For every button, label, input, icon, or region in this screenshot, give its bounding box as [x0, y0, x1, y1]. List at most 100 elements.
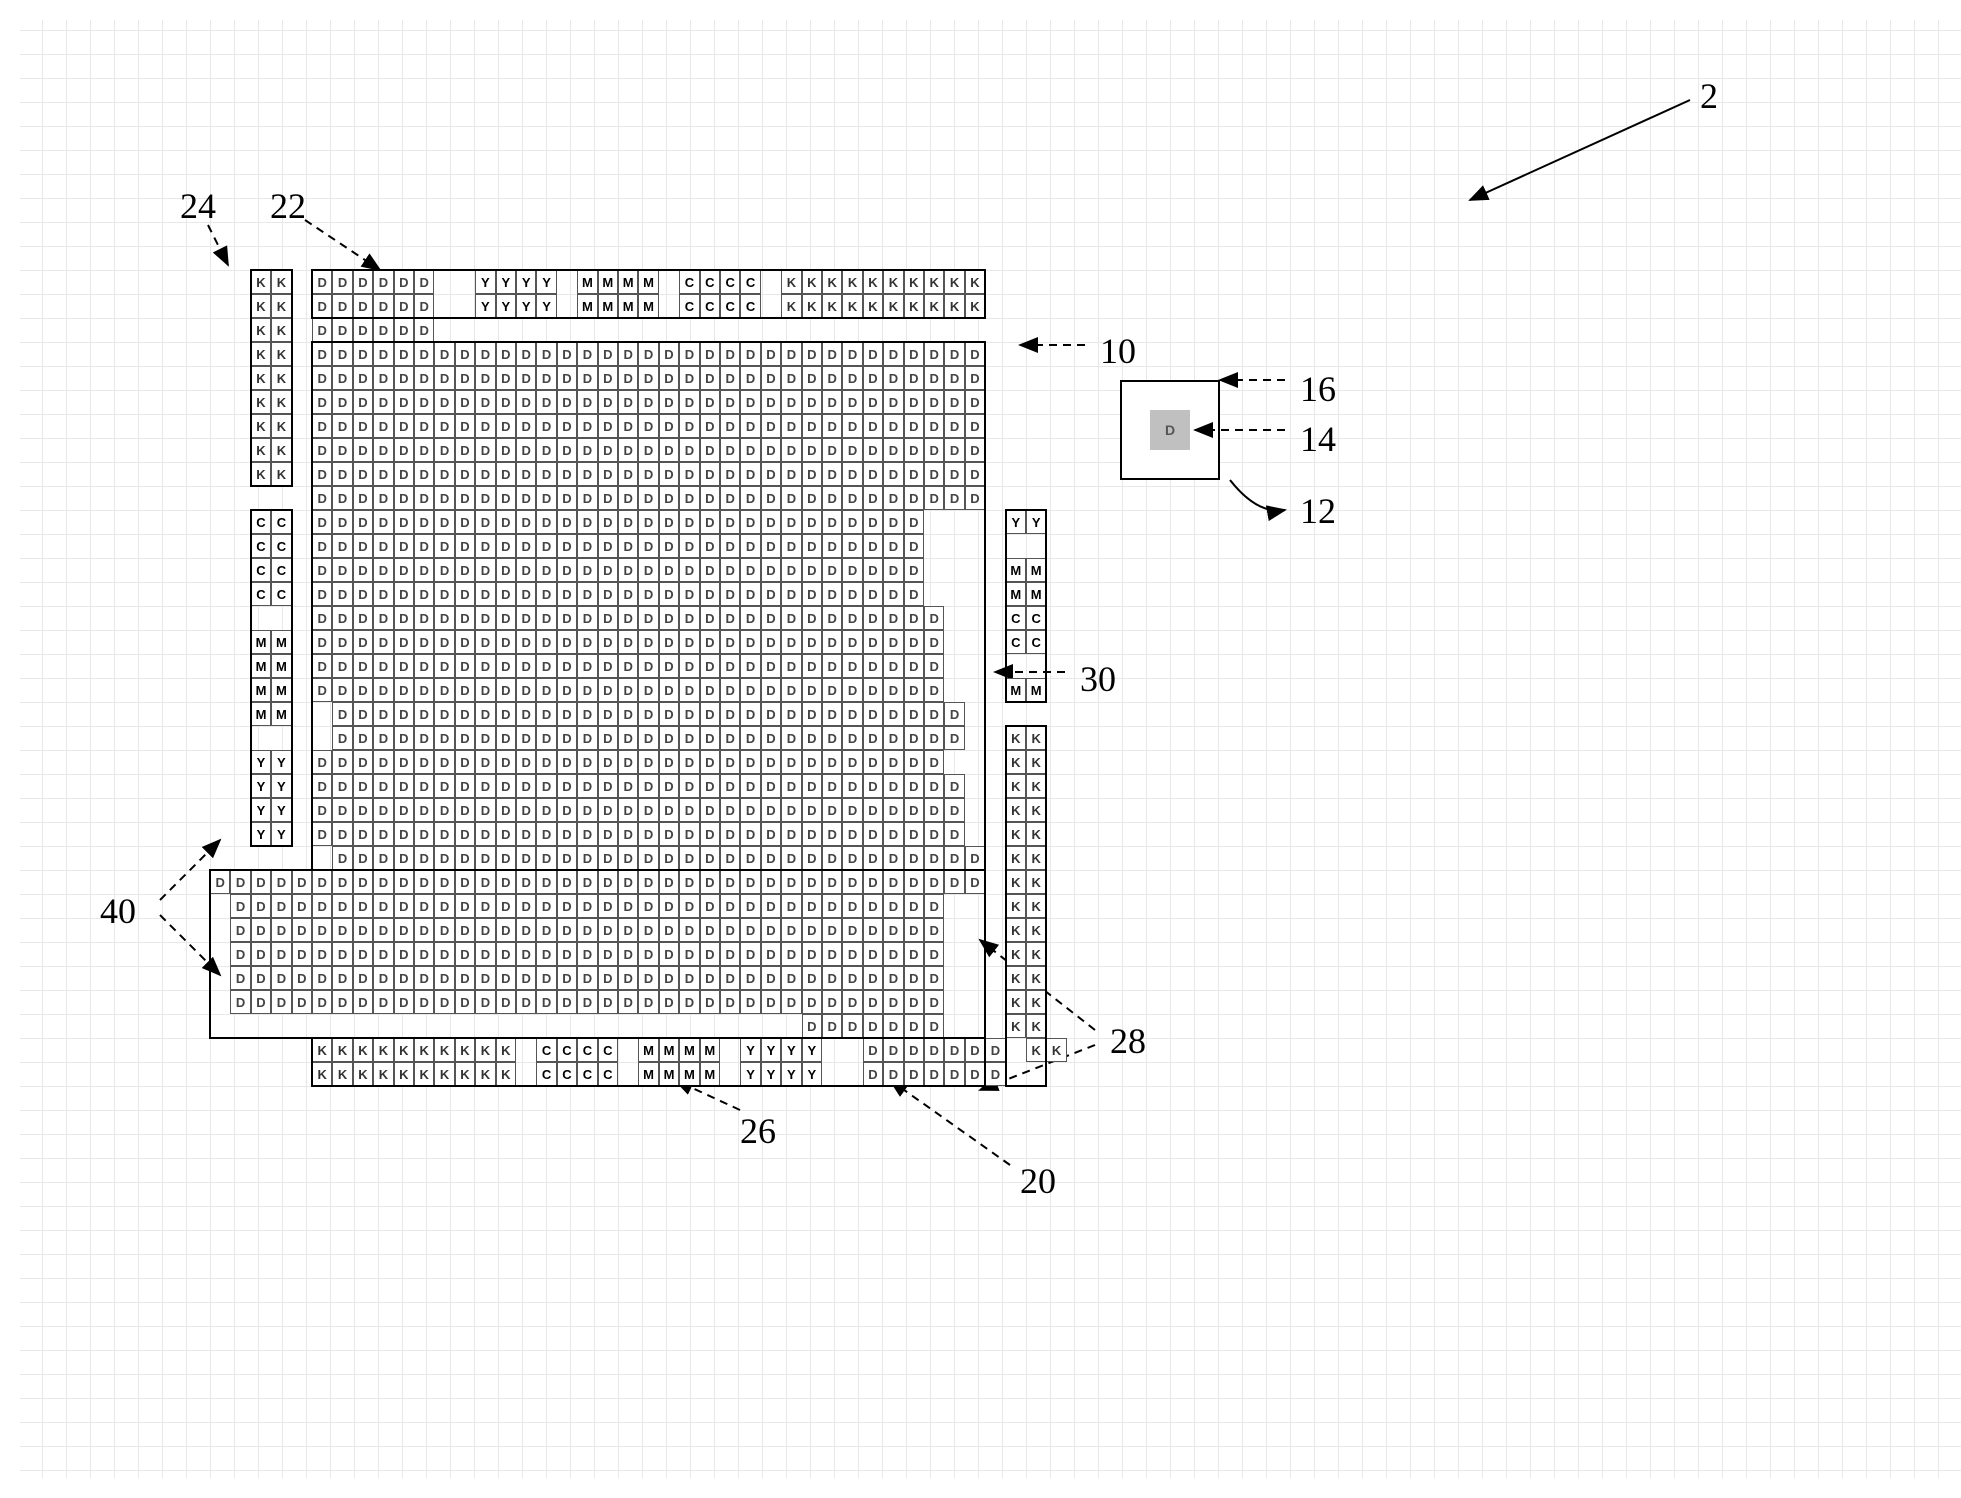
grid-cell-d: D	[353, 342, 373, 366]
grid-cell-d: D	[557, 414, 577, 438]
grid-cell-d: D	[659, 582, 679, 606]
grid-cell-d: D	[781, 942, 801, 966]
grid-cell-d: D	[740, 366, 760, 390]
grid-cell-d: D	[659, 774, 679, 798]
grid-cell-d: D	[638, 486, 658, 510]
grid-cell-y: Y	[271, 750, 291, 774]
grid-cell-d: D	[904, 414, 924, 438]
grid-cell-d: D	[414, 654, 434, 678]
grid-cell-d: D	[394, 390, 414, 414]
grid-cell-k: K	[1026, 750, 1046, 774]
grid-cell-d: D	[618, 654, 638, 678]
grid-cell-c: C	[251, 558, 271, 582]
grid-cell-m: M	[638, 1062, 658, 1086]
grid-cell-k: K	[1006, 822, 1026, 846]
grid-cell-k: K	[781, 294, 801, 318]
grid-cell-d: D	[312, 750, 332, 774]
grid-cell-d: D	[883, 774, 903, 798]
grid-cell-d: D	[863, 918, 883, 942]
grid-cell-d: D	[842, 486, 862, 510]
grid-cell-d: D	[414, 798, 434, 822]
grid-cell-d: D	[394, 846, 414, 870]
grid-cell-k: K	[1006, 798, 1026, 822]
grid-cell-c: C	[700, 270, 720, 294]
grid-cell-d: D	[638, 414, 658, 438]
grid-cell-d: D	[394, 750, 414, 774]
grid-cell-d: D	[475, 870, 495, 894]
grid-cell-d: D	[373, 414, 393, 438]
arrow-6	[1230, 480, 1285, 511]
callout-label-40: 40	[100, 890, 136, 932]
grid-cell-d: D	[475, 990, 495, 1014]
grid-cell-d: D	[332, 294, 352, 318]
grid-cell-d: D	[353, 438, 373, 462]
grid-cell-d: D	[761, 606, 781, 630]
grid-cell-d: D	[455, 390, 475, 414]
grid-cell-d: D	[312, 678, 332, 702]
grid-cell-d: D	[740, 798, 760, 822]
grid-cell-d: D	[353, 726, 373, 750]
grid-cell-d: D	[802, 894, 822, 918]
grid-cell-d: D	[353, 918, 373, 942]
grid-cell-d: D	[373, 510, 393, 534]
grid-cell-d: D	[598, 486, 618, 510]
grid-cell-d: D	[720, 390, 740, 414]
grid-cell-d: D	[720, 558, 740, 582]
grid-cell-k: K	[1026, 798, 1046, 822]
grid-cell-d: D	[373, 966, 393, 990]
grid-cell-d: D	[781, 990, 801, 1014]
grid-cell-d: D	[598, 846, 618, 870]
grid-cell-d: D	[638, 846, 658, 870]
grid-cell-m: M	[251, 654, 271, 678]
grid-cell-d: D	[353, 390, 373, 414]
grid-cell-d: D	[863, 990, 883, 1014]
grid-cell-k: K	[944, 270, 964, 294]
grid-cell-d: D	[353, 630, 373, 654]
grid-cell-d: D	[251, 918, 271, 942]
grid-cell-d: D	[740, 678, 760, 702]
grid-cell-d: D	[577, 894, 597, 918]
grid-cell-d: D	[781, 558, 801, 582]
grid-cell-d: D	[394, 990, 414, 1014]
grid-cell-d: D	[434, 918, 454, 942]
grid-cell-d: D	[822, 870, 842, 894]
grid-cell-d: D	[455, 846, 475, 870]
grid-cell-k: K	[1026, 1038, 1046, 1062]
grid-cell-d: D	[598, 342, 618, 366]
grid-cell-d: D	[700, 774, 720, 798]
grid-cell-y: Y	[271, 822, 291, 846]
grid-cell-d: D	[863, 582, 883, 606]
grid-cell-d: D	[924, 774, 944, 798]
grid-cell-c: C	[1006, 606, 1026, 630]
grid-cell-d: D	[638, 894, 658, 918]
grid-cell-d: D	[598, 750, 618, 774]
grid-cell-d: D	[842, 702, 862, 726]
grid-cell-d: D	[557, 678, 577, 702]
arrow-layer	[20, 20, 1961, 1478]
grid-cell-d: D	[638, 462, 658, 486]
grid-cell-d: D	[842, 894, 862, 918]
grid-cell-d: D	[740, 510, 760, 534]
grid-cell-d: D	[944, 1038, 964, 1062]
grid-cell-m: M	[577, 294, 597, 318]
grid-cell-d: D	[720, 462, 740, 486]
grid-cell-d: D	[863, 630, 883, 654]
grid-cell-d: D	[598, 606, 618, 630]
grid-cell-d: D	[394, 558, 414, 582]
grid-cell-d: D	[251, 990, 271, 1014]
grid-cell-d: D	[802, 774, 822, 798]
grid-cell-c: C	[251, 534, 271, 558]
grid-cell-k: K	[271, 270, 291, 294]
grid-cell-d: D	[638, 750, 658, 774]
grid-cell-d: D	[740, 414, 760, 438]
grid-cell-d: D	[924, 486, 944, 510]
grid-cell-d: D	[659, 918, 679, 942]
grid-cell-d: D	[883, 438, 903, 462]
grid-cell-d: D	[414, 534, 434, 558]
grid-cell-d: D	[455, 990, 475, 1014]
grid-cell-d: D	[842, 582, 862, 606]
grid-cell-d: D	[332, 678, 352, 702]
grid-cell-d: D	[781, 678, 801, 702]
grid-cell-d: D	[414, 870, 434, 894]
grid-cell-d: D	[312, 510, 332, 534]
